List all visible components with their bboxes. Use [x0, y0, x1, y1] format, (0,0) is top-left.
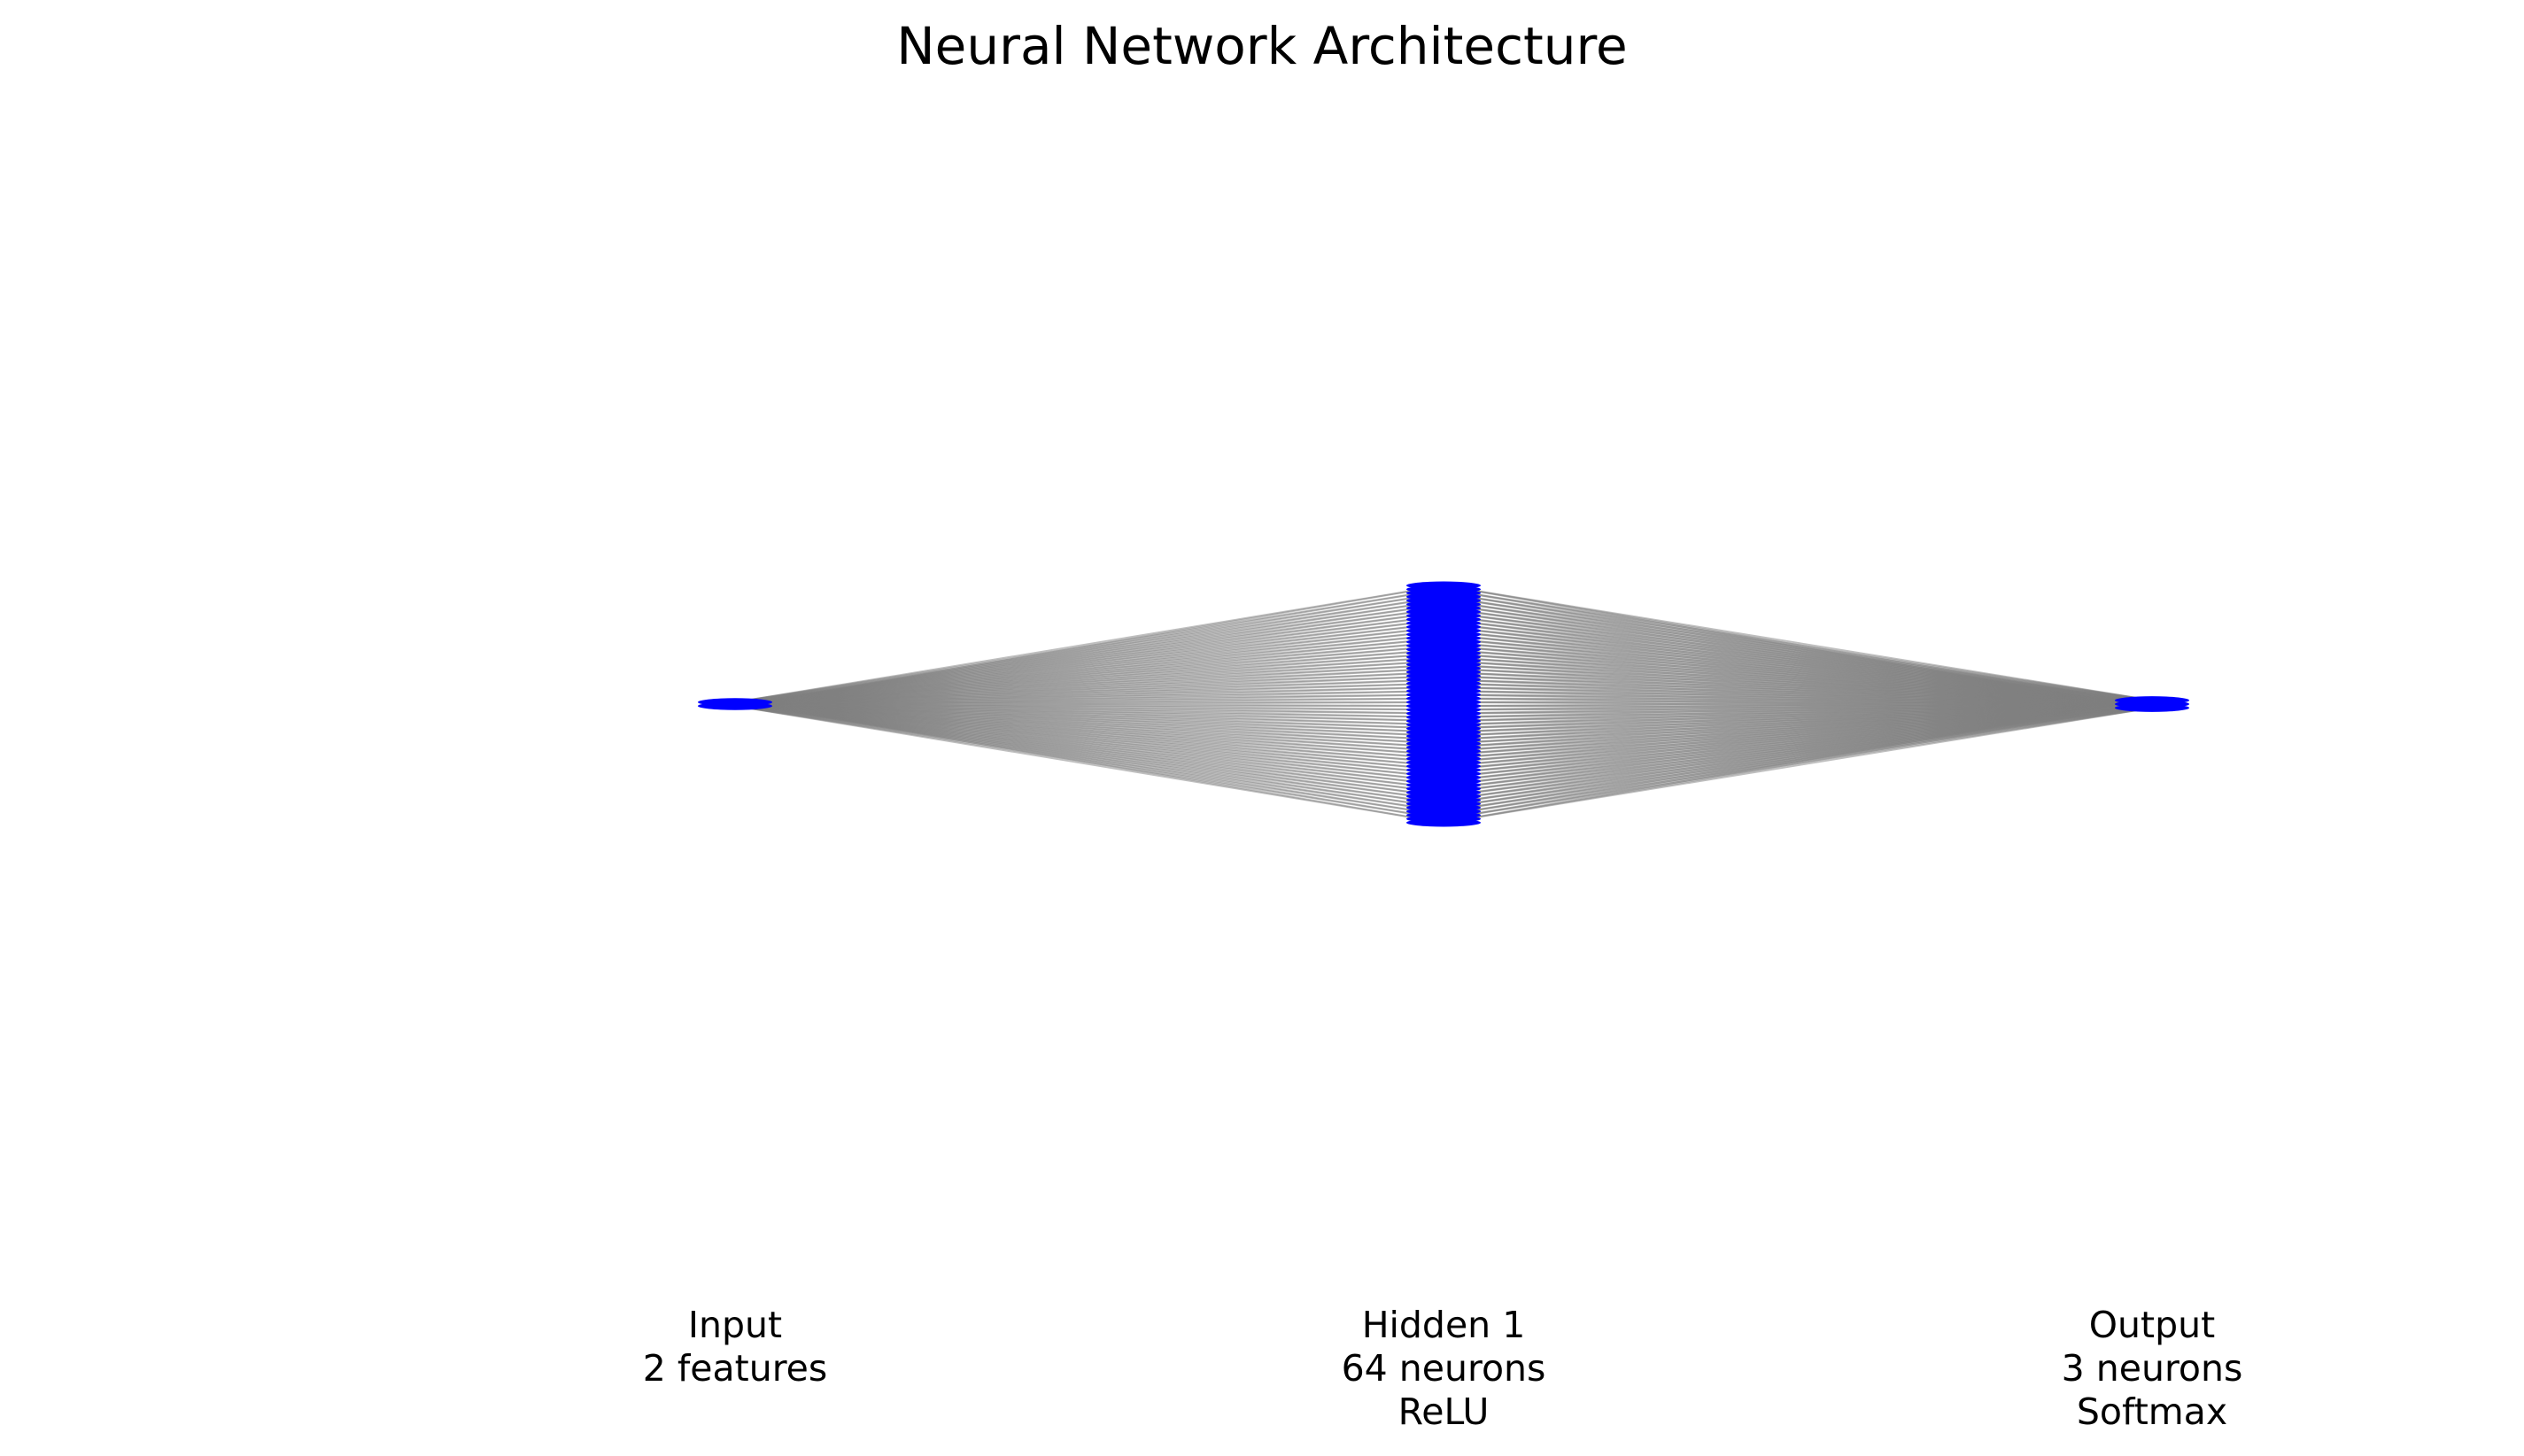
layer-info-hidden-1: 64 neurons — [1342, 1347, 1546, 1390]
connection-hidden-1-to-output — [1443, 707, 2153, 824]
layer-activation-output: Softmax — [2077, 1390, 2227, 1433]
neuron-input — [698, 701, 772, 710]
neuron-output — [2115, 703, 2189, 712]
diagram-title: Neural Network Architecture — [896, 16, 1627, 76]
layer-name-input: Input — [688, 1304, 782, 1346]
layer-activation-hidden-1: ReLU — [1398, 1390, 1490, 1433]
layer-info-input: 2 features — [643, 1347, 828, 1390]
layer-name-hidden-1: Hidden 1 — [1362, 1304, 1526, 1346]
connections — [734, 585, 2153, 824]
layer-info-output: 3 neurons — [2062, 1347, 2243, 1390]
connection-input-to-hidden-1 — [734, 705, 1444, 824]
layer-name-output: Output — [2089, 1304, 2215, 1346]
neuron-hidden-1 — [1406, 818, 1481, 827]
neurons — [698, 581, 2189, 827]
